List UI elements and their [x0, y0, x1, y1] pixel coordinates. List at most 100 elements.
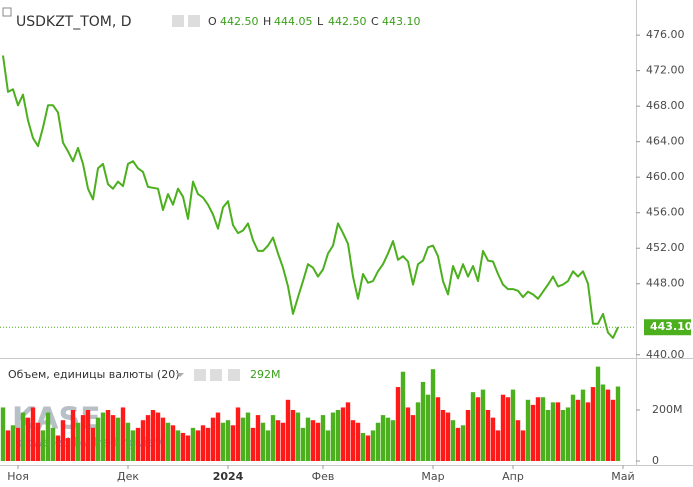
volume-bar	[100, 412, 106, 461]
volume-bar	[55, 435, 61, 461]
close-icon[interactable]	[228, 369, 240, 381]
volume-bar	[335, 410, 341, 461]
volume-bar	[490, 417, 496, 461]
volume-bar	[275, 420, 281, 461]
volume-bar	[285, 399, 291, 461]
settings-icon[interactable]	[188, 15, 200, 27]
volume-bar	[530, 404, 536, 461]
volume-bar	[355, 422, 361, 461]
volume-bar	[405, 407, 411, 461]
last-price-label: 443.10	[650, 320, 693, 333]
volume-bar	[430, 369, 436, 461]
volume-bar	[385, 417, 391, 461]
volume-bar	[30, 407, 36, 461]
volume-bar	[590, 387, 596, 461]
volume-bar	[450, 420, 456, 461]
volume-bar	[25, 417, 31, 461]
volume-bar	[395, 387, 401, 461]
volume-bar	[155, 412, 161, 461]
volume-bar	[390, 420, 396, 461]
volume-bar	[70, 410, 76, 461]
volume-bar	[225, 420, 231, 461]
volume-bar	[515, 420, 521, 461]
x-tick-label: Апр	[502, 470, 524, 483]
volume-bar	[545, 410, 551, 461]
volume-bar	[15, 427, 21, 461]
volume-bar	[230, 425, 236, 461]
volume-bar	[600, 384, 606, 461]
last-price-badge	[644, 319, 691, 336]
volume-bar	[150, 410, 156, 461]
volume-bar	[130, 430, 136, 461]
volume-bar	[560, 410, 566, 461]
volume-bar	[610, 399, 616, 461]
volume-bar	[0, 407, 6, 461]
volume-bar	[165, 422, 171, 461]
volume-bar	[460, 425, 466, 461]
volume-bar	[345, 402, 351, 461]
chart-title: USDKZT_TOM, D	[16, 14, 132, 30]
volume-bar	[240, 417, 246, 461]
volume-bar	[20, 412, 26, 461]
volume-bar	[90, 427, 96, 461]
y-tick-label: 476.00	[646, 28, 685, 41]
volume-bar	[110, 415, 116, 461]
volume-bar	[520, 430, 526, 461]
volume-bar	[85, 410, 91, 461]
volume-bar	[330, 412, 336, 461]
ohlc-label: O	[208, 15, 217, 28]
x-tick-label: Ноя	[7, 470, 29, 483]
volume-y-tick-label: 0	[652, 454, 659, 467]
y-tick-label: 448.00	[646, 277, 685, 290]
volume-bar	[95, 417, 101, 461]
volume-legend-value: 292M	[250, 368, 281, 381]
y-tick-label: 452.00	[646, 241, 685, 254]
volume-menu[interactable]	[176, 373, 184, 377]
price-line	[2, 55, 619, 339]
volume-bar	[125, 422, 131, 461]
volume-bar	[535, 397, 541, 461]
x-tick-label: Май	[611, 470, 634, 483]
collapse-icon[interactable]	[2, 7, 12, 17]
volume-bar	[295, 412, 301, 461]
volume-bar	[320, 415, 326, 461]
volume-bar	[495, 430, 501, 461]
volume-bar	[370, 430, 376, 461]
volume-bar	[10, 425, 16, 461]
volume-bar	[170, 425, 176, 461]
volume-bar	[45, 412, 51, 461]
x-tick-label: Мар	[421, 470, 444, 483]
volume-bar	[250, 427, 256, 461]
volume-bar	[605, 389, 611, 461]
volume-bar	[305, 417, 311, 461]
volume-bar	[185, 435, 191, 461]
volume-bar	[585, 402, 591, 461]
volume-bar	[140, 420, 146, 461]
volume-bar	[5, 430, 11, 461]
y-tick-label: 440.00	[646, 348, 685, 361]
volume-bar	[380, 415, 386, 461]
volume-bar	[270, 415, 276, 461]
volume-bar	[180, 432, 186, 461]
volume-bar	[260, 422, 266, 461]
volume-bar	[400, 371, 406, 461]
volume-bar	[290, 410, 296, 461]
volume-bar	[480, 389, 486, 461]
volume-bar	[365, 435, 371, 461]
volume-bar	[255, 415, 261, 461]
volume-bar	[310, 420, 316, 461]
y-tick-label: 468.00	[646, 99, 685, 112]
settings-icon[interactable]	[194, 369, 206, 381]
volume-bar	[595, 366, 601, 461]
volume-bar	[435, 397, 441, 461]
volume-bar	[445, 412, 451, 461]
ohlc-value: 442.50	[220, 15, 259, 28]
volume-bar	[540, 397, 546, 461]
volume-bar	[175, 430, 181, 461]
volume-bar	[575, 399, 581, 461]
settings-icon[interactable]	[172, 15, 184, 27]
volume-bar	[440, 410, 446, 461]
settings-icon[interactable]	[210, 369, 222, 381]
volume-bar	[470, 392, 476, 461]
volume-bar	[485, 410, 491, 461]
